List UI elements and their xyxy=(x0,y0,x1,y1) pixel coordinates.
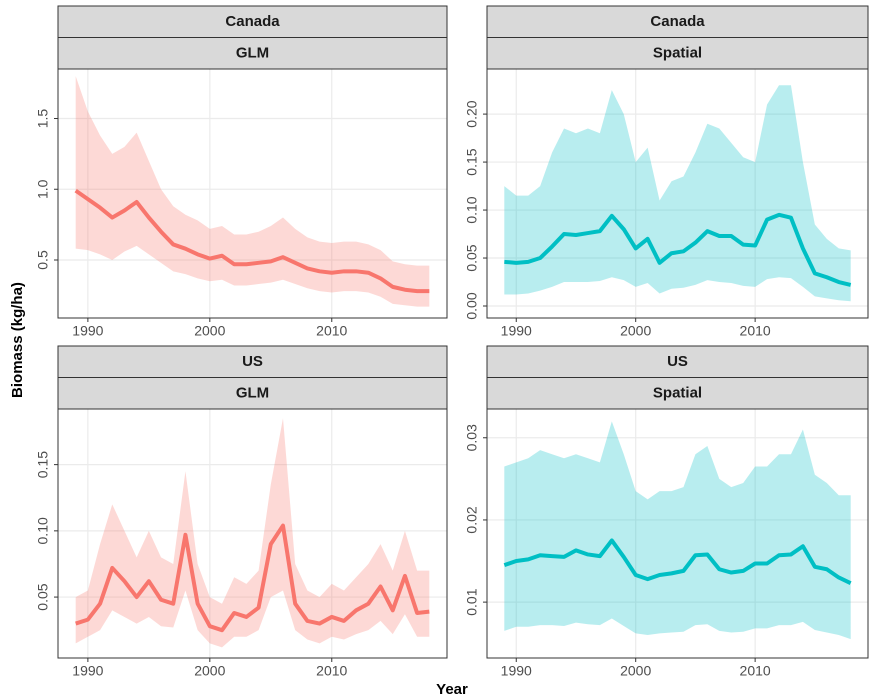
panel-background xyxy=(58,409,447,658)
confidence-ribbon xyxy=(75,76,430,307)
line xyxy=(504,212,852,287)
y-tick-label: 0.20 xyxy=(464,100,480,127)
x-tick-label: 2010 xyxy=(316,323,347,339)
confidence-ribbon xyxy=(504,421,851,640)
strip xyxy=(57,5,448,38)
panel-border xyxy=(57,68,448,319)
x-tick-label: 2000 xyxy=(194,663,225,679)
line xyxy=(503,538,852,586)
y-axis-title: Biomass (kg/ha) xyxy=(9,282,26,398)
strip-label: US xyxy=(667,353,688,370)
confidence-ribbon xyxy=(75,418,430,648)
line xyxy=(74,189,430,294)
strip xyxy=(486,5,869,38)
x-axis-title: Year xyxy=(436,681,468,698)
strip-label: Spatial xyxy=(653,44,702,61)
strip-label: GLM xyxy=(236,44,269,61)
y-tick-label: 0.01 xyxy=(464,588,480,615)
strip-label: Spatial xyxy=(653,384,702,401)
strip-label: US xyxy=(242,353,263,370)
y-tick-label: 0.10 xyxy=(35,517,51,544)
strip xyxy=(57,345,448,378)
panel-border xyxy=(57,408,448,659)
y-tick-label: 1.0 xyxy=(35,179,51,199)
panel-border xyxy=(486,408,869,659)
x-tick-label: 2000 xyxy=(620,663,651,679)
panel-background xyxy=(487,409,868,658)
y-tick-label: 0.5 xyxy=(35,250,51,270)
strip-label: Canada xyxy=(225,13,280,30)
panel-background xyxy=(487,69,868,318)
panel-background xyxy=(58,69,447,318)
y-tick-label: 0.05 xyxy=(464,244,480,271)
panel-border xyxy=(486,68,869,319)
y-tick-label: 1.5 xyxy=(35,109,51,129)
x-tick-label: 1990 xyxy=(501,323,532,339)
x-tick-label: 2010 xyxy=(316,663,347,679)
y-tick-label: 0.10 xyxy=(464,196,480,223)
x-tick-label: 2000 xyxy=(194,323,225,339)
x-tick-label: 1990 xyxy=(72,323,103,339)
x-tick-label: 1990 xyxy=(501,663,532,679)
y-tick-label: 0.05 xyxy=(35,583,51,610)
line xyxy=(75,523,430,633)
strip-label: GLM xyxy=(236,384,269,401)
x-tick-label: 2010 xyxy=(740,323,771,339)
strip-label: Canada xyxy=(650,13,705,30)
strip xyxy=(57,377,448,410)
confidence-ribbon xyxy=(504,85,851,302)
y-tick-label: 0.15 xyxy=(35,451,51,478)
x-tick-label: 1990 xyxy=(72,663,103,679)
strip xyxy=(486,345,869,378)
y-tick-label: 0.15 xyxy=(464,148,480,175)
strip xyxy=(57,37,448,70)
y-tick-label: 0.03 xyxy=(464,424,480,451)
y-tick-label: 0.02 xyxy=(464,506,480,533)
y-tick-label: 0.00 xyxy=(464,292,480,319)
x-tick-label: 2010 xyxy=(740,663,771,679)
x-tick-label: 2000 xyxy=(620,323,651,339)
strip xyxy=(486,37,869,70)
